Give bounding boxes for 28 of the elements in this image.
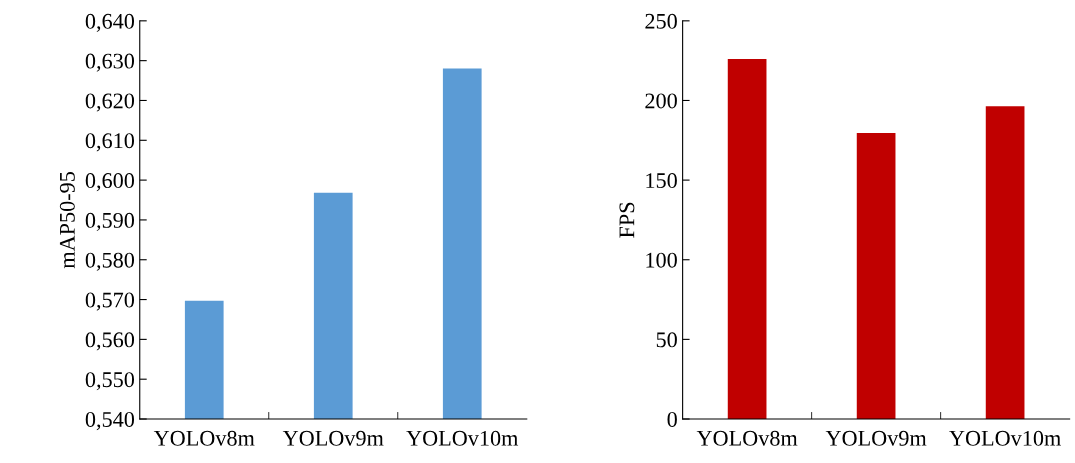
- y-tick-label: 0,580: [85, 252, 135, 271]
- x-tick-label: YOLOv8m: [696, 430, 798, 446]
- x-tick-label: YOLOv10m: [949, 430, 1061, 446]
- y-tick-label: 0,600: [85, 173, 135, 192]
- x-tick-label: YOLOv9m: [282, 430, 384, 446]
- y-tick-label: 150: [646, 173, 677, 189]
- y-tick-label: 0,560: [85, 332, 135, 351]
- y-axis-title: FPS: [619, 202, 635, 238]
- y-tick-label: 0,640: [85, 13, 135, 32]
- y-tick-label: 0,610: [85, 133, 135, 152]
- y-tick-label: 0,540: [85, 411, 135, 431]
- x-tick-label: YOLOv9m: [825, 430, 927, 446]
- y-tick-label: 0,630: [85, 53, 135, 72]
- y-tick-label: 0,570: [85, 292, 135, 311]
- bar: [727, 59, 767, 420]
- y-tick-label: 0,550: [85, 372, 135, 391]
- y-tick-label: 0,590: [85, 212, 135, 232]
- y-tick-label: 0,620: [85, 93, 135, 112]
- y-tick-label: 250: [645, 13, 677, 29]
- y-tick-label: 50: [656, 332, 677, 348]
- y-tick-label: 200: [645, 93, 677, 109]
- y-axis-title: mAP50-95: [59, 172, 75, 269]
- bar: [856, 133, 896, 420]
- bar: [985, 106, 1025, 420]
- x-tick-label: YOLOv10m: [406, 430, 519, 446]
- y-tick-label: 100: [646, 252, 677, 268]
- y-tick-label: 0: [667, 411, 677, 427]
- x-tick-label: YOLOv8m: [153, 430, 255, 446]
